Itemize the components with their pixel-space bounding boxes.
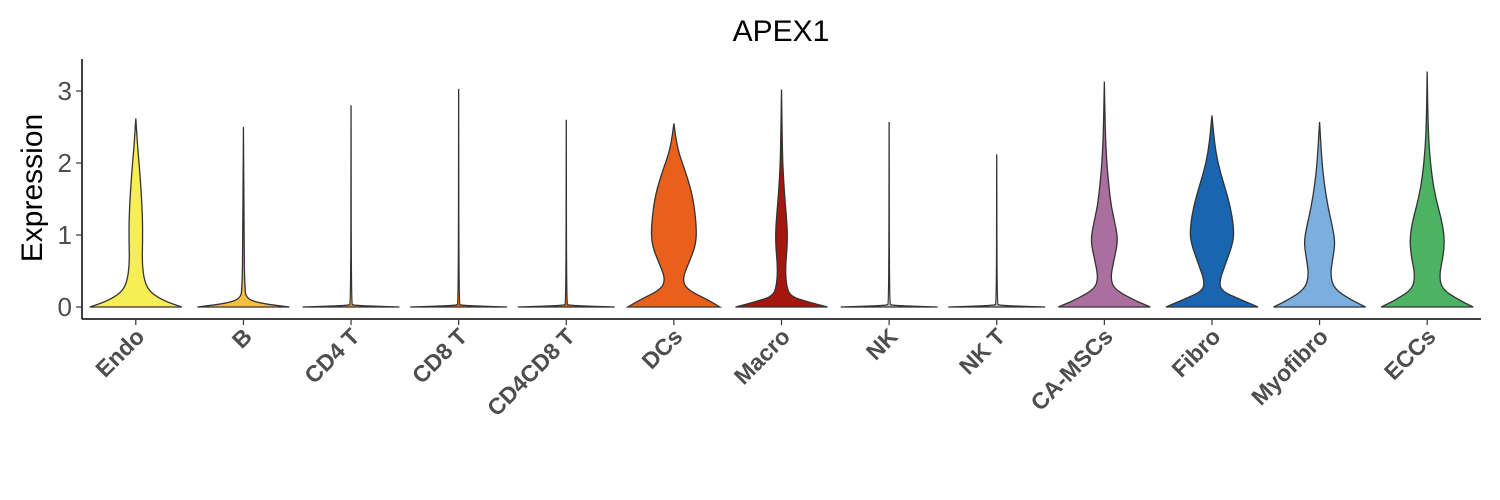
chart-title: APEX1 — [733, 15, 830, 48]
violin-endo — [89, 118, 183, 308]
x-tick-label: CD4CD8 T — [482, 323, 580, 421]
x-tick-label: Fibro — [1166, 323, 1225, 382]
x-tick-label: Macro — [729, 323, 795, 389]
x-tick-label: B — [227, 323, 257, 353]
x-tick-label: Myofibro — [1246, 323, 1333, 410]
x-tick-label: CD8 T — [407, 323, 472, 388]
violin-nk-t — [948, 154, 1046, 308]
violin-nk — [840, 121, 938, 308]
x-ticks: Endo B CD4 T CD8 T CD4CD8 T DCs Macro NK NK T CA-… — [90, 319, 1441, 421]
violin-fibro — [1165, 115, 1259, 308]
violin-dcs — [625, 123, 723, 308]
y-tick-label: 0 — [58, 292, 72, 322]
violins-layer — [89, 71, 1474, 308]
violin-ca-mscs — [1058, 81, 1151, 308]
y-tick-label: 1 — [58, 220, 72, 250]
x-tick-label: Endo — [90, 323, 149, 382]
violin-macro — [735, 89, 828, 308]
x-tick-label: CA-MSCs — [1025, 323, 1117, 415]
x-tick-label: CD4 T — [299, 323, 364, 388]
violin-cd4cd8-t — [517, 119, 615, 308]
x-tick-label: NK T — [954, 323, 1010, 379]
violin-eccs — [1380, 71, 1474, 308]
violin-b — [197, 126, 290, 308]
y-axis-label: Expression — [16, 114, 49, 262]
x-tick-label: ECCs — [1379, 323, 1441, 385]
y-tick-label: 3 — [58, 76, 72, 106]
y-ticks: 0 1 2 3 — [58, 76, 82, 322]
x-tick-label: DCs — [636, 323, 687, 374]
x-tick-label: NK — [861, 323, 903, 365]
y-tick-label: 2 — [58, 148, 72, 178]
violin-cd8-t — [410, 88, 508, 308]
violin-myofibro — [1273, 121, 1366, 308]
violin-cd4-t — [302, 105, 400, 308]
